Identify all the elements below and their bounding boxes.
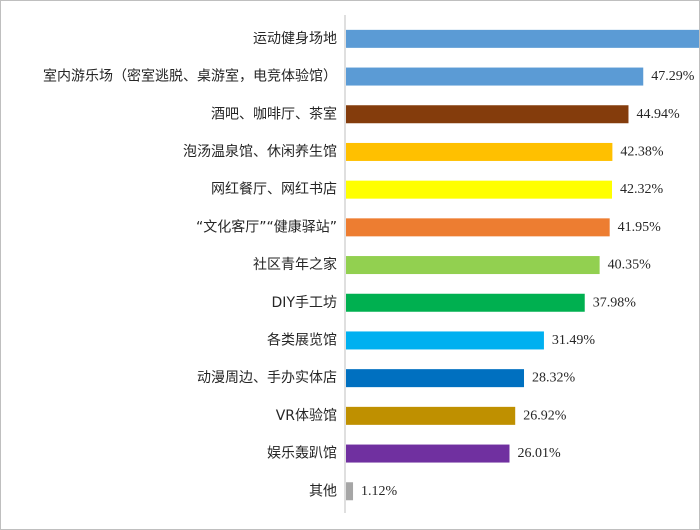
category-label-11: 娱乐轰趴馆 <box>267 445 337 462</box>
value-label-11: 26.01% <box>517 446 561 461</box>
bar-9 <box>346 369 525 388</box>
bar-5 <box>346 218 610 237</box>
category-label-9: 动漫周边、手办实体店 <box>197 370 337 386</box>
bar-7 <box>346 293 585 312</box>
bar-12 <box>346 482 354 501</box>
bar-11 <box>346 444 510 463</box>
bar-3 <box>346 142 613 161</box>
value-label-6: 40.35% <box>608 258 652 273</box>
value-label-2: 44.94% <box>636 107 680 122</box>
bar-6 <box>346 256 600 275</box>
category-label-5: “文化客厅”“健康驿站” <box>196 218 337 235</box>
bar-1 <box>346 67 644 86</box>
bar-8 <box>346 331 544 350</box>
bar-2 <box>346 105 629 124</box>
bar-10 <box>346 406 516 425</box>
category-label-0: 运动健身场地 <box>253 31 337 47</box>
bars-group <box>346 29 699 501</box>
value-label-3: 42.38% <box>620 144 664 159</box>
category-label-4: 网红餐厅、网红书店 <box>211 182 337 198</box>
value-label-7: 37.98% <box>593 295 637 310</box>
value-label-9: 28.32% <box>532 371 576 386</box>
value-labels-group: 57.48%47.29%44.94%42.38%42.32%41.95%40.3… <box>361 69 695 499</box>
bar-4 <box>346 180 613 199</box>
value-label-10: 26.92% <box>523 408 567 423</box>
category-label-10: VR体验馆 <box>276 408 337 424</box>
value-label-1: 47.29% <box>651 69 695 84</box>
value-label-12: 1.12% <box>361 484 398 499</box>
value-label-8: 31.49% <box>552 333 596 348</box>
value-label-5: 41.95% <box>618 220 662 235</box>
category-label-12: 其他 <box>309 483 337 499</box>
category-label-2: 酒吧、咖啡厅、茶室 <box>211 105 337 122</box>
category-label-7: DIY手工坊 <box>272 295 337 311</box>
bar-0 <box>346 29 699 48</box>
category-label-1: 室内游乐场（密室逃脱、桌游室，电竞体验馆） <box>43 68 337 85</box>
category-label-6: 社区青年之家 <box>253 256 337 273</box>
category-label-8: 各类展览馆 <box>267 332 337 348</box>
category-label-3: 泡汤温泉馆、休闲养生馆 <box>183 143 337 160</box>
value-label-4: 42.32% <box>620 182 664 197</box>
